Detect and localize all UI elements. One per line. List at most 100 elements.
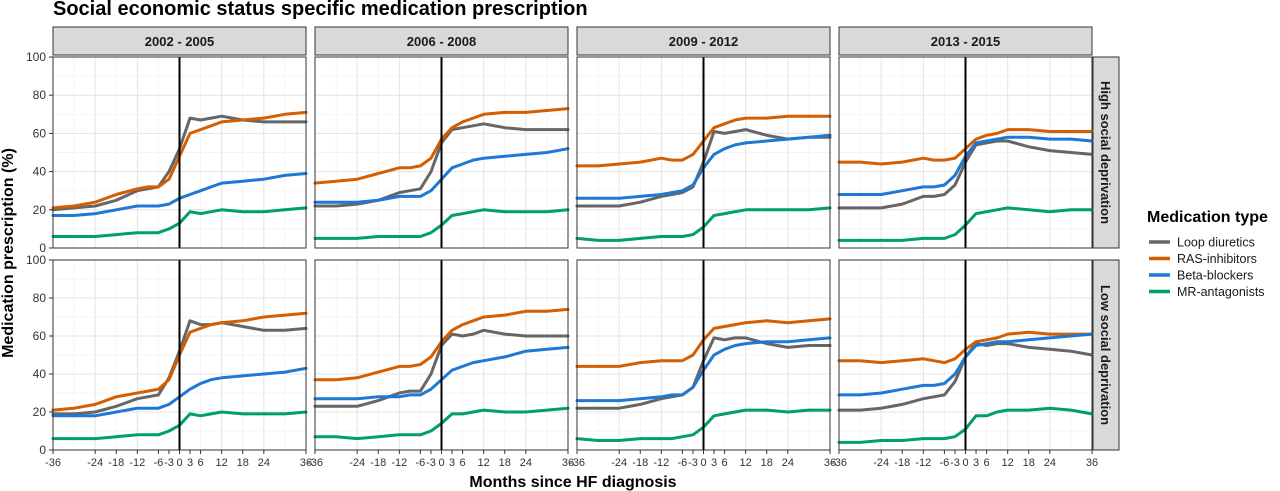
x-tick-label: -12 bbox=[653, 457, 669, 469]
x-tick-label: 36 bbox=[562, 457, 574, 469]
row-strip-label: Low social deprivation bbox=[1098, 285, 1113, 425]
legend-label: Loop diuretics bbox=[1177, 236, 1255, 250]
panel-border bbox=[314, 56, 569, 249]
legend-title: Medication type bbox=[1147, 209, 1268, 226]
x-tick-label: 0 bbox=[438, 457, 444, 469]
x-tick-label: 0 bbox=[700, 457, 706, 469]
y-tick-label: 80 bbox=[33, 291, 47, 305]
x-tick-label: 0 bbox=[962, 457, 968, 469]
panel-low-social-deprivation-2013-2015 bbox=[837, 259, 1094, 451]
legend-label: MR-antagonists bbox=[1177, 285, 1265, 299]
x-tick-label: -12 bbox=[915, 457, 931, 469]
x-tick-label: -6 bbox=[678, 457, 688, 469]
x-tick-label: 24 bbox=[782, 457, 794, 469]
panel-high-social-deprivation-2006-2008 bbox=[313, 56, 570, 249]
panel-low-social-deprivation-2006-2008 bbox=[313, 259, 570, 451]
x-axis-title: Months since HF diagnosis bbox=[469, 474, 676, 491]
legend: Medication type Loop diuretics RAS-inhibi… bbox=[1147, 209, 1268, 299]
col-strip-label: 2013 - 2015 bbox=[931, 34, 1000, 49]
x-tick-label: -6 bbox=[154, 457, 164, 469]
x-tick-label: 6 bbox=[460, 457, 466, 469]
x-tick-label: -6 bbox=[940, 457, 950, 469]
x-tick-label: 12 bbox=[478, 457, 490, 469]
facet-grid: 2002 - 2005 2006 - 2008 2009 - 2012 2013 - … bbox=[51, 26, 1120, 451]
x-tick-label: -12 bbox=[391, 457, 407, 469]
x-tick-label: -18 bbox=[632, 457, 648, 469]
col-strip-bg bbox=[314, 26, 569, 56]
x-tick-label: 18 bbox=[237, 457, 249, 469]
legend-label: RAS-inhibitors bbox=[1177, 252, 1257, 266]
row-strip-label: High social deprivation bbox=[1098, 81, 1113, 224]
y-tick-label: 80 bbox=[33, 88, 47, 102]
col-strip-2013-2015: 2013 - 2015 bbox=[838, 26, 1093, 56]
x-tick-label: 6 bbox=[722, 457, 728, 469]
panel-border bbox=[576, 56, 831, 249]
y-tick-label: 40 bbox=[33, 367, 47, 381]
x-tick-label: 0 bbox=[176, 457, 182, 469]
y-tick-label: 0 bbox=[39, 241, 46, 255]
legend-item-beta-blockers: Beta-blockers bbox=[1149, 269, 1253, 283]
x-tick-label: 3 bbox=[711, 457, 717, 469]
x-tick-label: 12 bbox=[740, 457, 752, 469]
x-tick-label: 18 bbox=[761, 457, 773, 469]
panel-low-social-deprivation-2009-2012 bbox=[575, 259, 832, 451]
row-strip-low-social-deprivation: Low social deprivation bbox=[1092, 259, 1120, 451]
panel-border bbox=[52, 56, 307, 249]
x-tick-label: 24 bbox=[520, 457, 532, 469]
x-tick-label: 3 bbox=[449, 457, 455, 469]
x-tick-label: 12 bbox=[216, 457, 228, 469]
x-tick-label: -24 bbox=[611, 457, 627, 469]
legend-item-ras-inhibitors: RAS-inhibitors bbox=[1149, 252, 1257, 266]
panel-high-social-deprivation-2002-2005 bbox=[51, 56, 308, 249]
y-tick-label: 60 bbox=[33, 126, 47, 140]
y-tick-label: 20 bbox=[33, 203, 47, 217]
x-tick-label: 3 bbox=[973, 457, 979, 469]
panel-high-social-deprivation-2013-2015 bbox=[837, 56, 1094, 249]
col-strip-bg bbox=[838, 26, 1093, 56]
y-tick-label: 20 bbox=[33, 405, 47, 419]
col-strip-2009-2012: 2009 - 2012 bbox=[576, 26, 831, 56]
x-tick-label: 24 bbox=[1044, 457, 1056, 469]
x-tick-label: 36 bbox=[1086, 457, 1098, 469]
x-tick-label: 3 bbox=[187, 457, 193, 469]
x-tick-label: -18 bbox=[108, 457, 124, 469]
y-tick-label: 100 bbox=[26, 253, 46, 267]
x-tick-label: -3 bbox=[164, 457, 174, 469]
x-tick-label: -3 bbox=[688, 457, 698, 469]
col-strip-label: 2006 - 2008 bbox=[407, 34, 476, 49]
panel-border bbox=[838, 56, 1093, 249]
legend-item-mr-antagonists: MR-antagonists bbox=[1149, 285, 1265, 299]
y-tick-label: 60 bbox=[33, 329, 47, 343]
x-tick-label: 36 bbox=[300, 457, 312, 469]
x-tick-label: 6 bbox=[984, 457, 990, 469]
legend-label: Beta-blockers bbox=[1177, 269, 1253, 283]
row-strip-bg bbox=[1092, 56, 1120, 249]
y-tick-label: 0 bbox=[39, 443, 46, 457]
panel-low-social-deprivation-2002-2005 bbox=[51, 259, 308, 451]
y-axis-title: Medication prescription (%) bbox=[0, 148, 17, 358]
x-tick-label: -24 bbox=[349, 457, 365, 469]
col-strip-bg bbox=[52, 26, 307, 56]
y-tick-label: 100 bbox=[26, 50, 46, 64]
x-tick-label: 24 bbox=[258, 457, 270, 469]
x-tick-label: 36 bbox=[824, 457, 836, 469]
y-tick-label: 40 bbox=[33, 165, 47, 179]
x-tick-label: 18 bbox=[499, 457, 511, 469]
x-tick-label: 18 bbox=[1023, 457, 1035, 469]
chart-title: Social economic status specific medicati… bbox=[53, 0, 588, 20]
col-strip-bg bbox=[576, 26, 831, 56]
row-strip-high-social-deprivation: High social deprivation bbox=[1092, 56, 1120, 249]
col-strip-2006-2008: 2006 - 2008 bbox=[314, 26, 569, 56]
x-tick-label: -6 bbox=[416, 457, 426, 469]
x-tick-label: 6 bbox=[198, 457, 204, 469]
col-strip-label: 2002 - 2005 bbox=[145, 34, 214, 49]
col-strip-label: 2009 - 2012 bbox=[669, 34, 738, 49]
x-tick-label: -18 bbox=[894, 457, 910, 469]
x-tick-label: -24 bbox=[873, 457, 889, 469]
x-tick-label: -3 bbox=[426, 457, 436, 469]
col-strip-2002-2005: 2002 - 2005 bbox=[52, 26, 307, 56]
x-tick-label: -3 bbox=[950, 457, 960, 469]
x-tick-label: -36 bbox=[307, 457, 323, 469]
x-tick-label: -36 bbox=[569, 457, 585, 469]
